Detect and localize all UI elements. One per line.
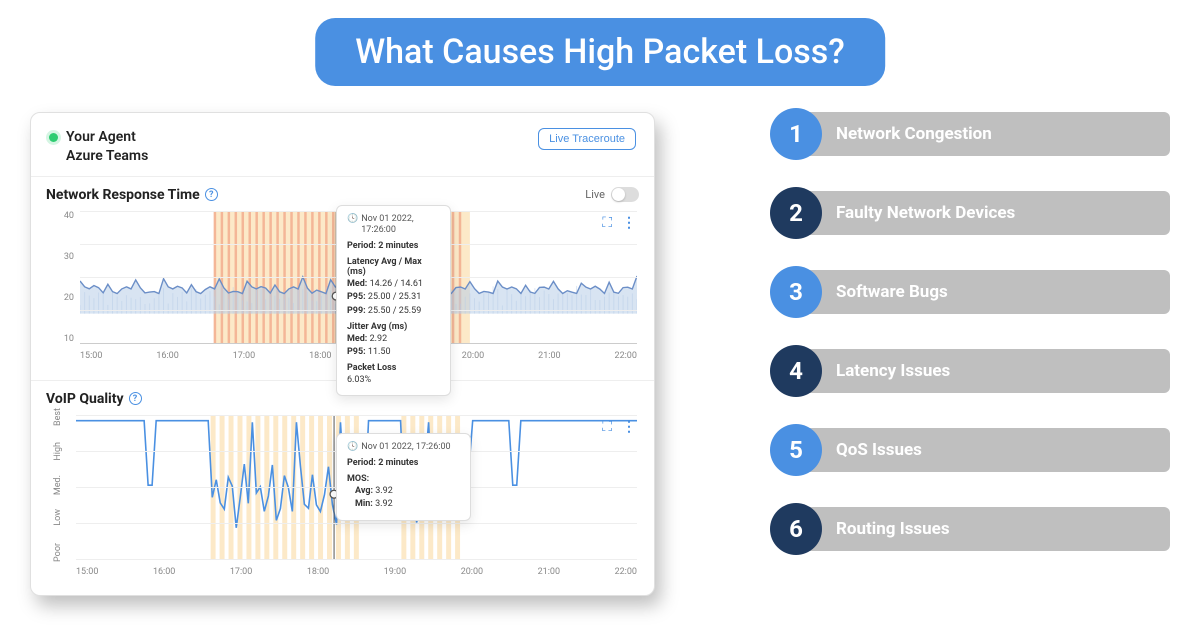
chart2-tooltip: 🕓Nov 01 2022, 17:26:00 Period: 2 minutes…: [336, 433, 471, 521]
info-icon[interactable]: ?: [129, 392, 142, 405]
cause-number: 1: [770, 108, 822, 160]
cause-item: 6Routing Issues: [770, 503, 1170, 555]
expand-icon[interactable]: ⛶: [602, 215, 612, 231]
chart2-title: VoIP Quality ?: [46, 391, 142, 407]
chart1-body: 40302010 15:0016:0017:0018:0019:0020:002…: [46, 211, 639, 369]
cause-number: 6: [770, 503, 822, 555]
cause-number: 5: [770, 424, 822, 476]
cause-item: 1Network Congestion: [770, 108, 1170, 160]
info-icon[interactable]: ?: [205, 188, 218, 201]
clock-icon: 🕓: [347, 214, 358, 225]
dashboard-panel: Your Agent Azure Teams Live Traceroute N…: [30, 112, 655, 596]
causes-list: 1Network Congestion 2Faulty Network Devic…: [770, 108, 1170, 555]
network-response-time-section: Network Response Time ? Live ⛶ ⋮ 4030201…: [31, 177, 654, 374]
agent-header: Your Agent Azure Teams Live Traceroute: [31, 123, 654, 177]
cause-label: Routing Issues: [802, 507, 1170, 551]
cause-number: 2: [770, 187, 822, 239]
cause-item: 5QoS Issues: [770, 424, 1170, 476]
cause-number: 3: [770, 266, 822, 318]
expand-icon[interactable]: ⛶: [602, 419, 612, 435]
clock-icon: 🕓: [347, 442, 358, 453]
chart1-tooltip: 🕓Nov 01 2022,17:26:00 Period: 2 minutes …: [336, 205, 451, 397]
status-dot-icon: [49, 133, 58, 142]
live-toggle[interactable]: Live: [585, 187, 639, 202]
page-title: What Causes High Packet Loss?: [315, 18, 885, 86]
more-icon[interactable]: ⋮: [622, 419, 636, 435]
agent-name: Your Agent: [66, 128, 148, 147]
agent-target: Azure Teams: [66, 147, 148, 166]
live-traceroute-button[interactable]: Live Traceroute: [538, 128, 636, 150]
cause-item: 3Software Bugs: [770, 266, 1170, 318]
chart2-body: BestHighMed.LowPoor 15:0016:0017:0018:00…: [46, 415, 639, 585]
more-icon[interactable]: ⋮: [622, 215, 636, 231]
cause-item: 4Latency Issues: [770, 345, 1170, 397]
voip-quality-section: VoIP Quality ? ⛶ ⋮ BestHighMed.LowPoor 1…: [31, 381, 654, 590]
cause-label: QoS Issues: [802, 428, 1170, 472]
chart1-title: Network Response Time ?: [46, 187, 218, 203]
cause-label: Network Congestion: [802, 112, 1170, 156]
cause-item: 2Faulty Network Devices: [770, 187, 1170, 239]
cause-label: Faulty Network Devices: [802, 191, 1170, 235]
cause-label: Latency Issues: [802, 349, 1170, 393]
cause-label: Software Bugs: [802, 270, 1170, 314]
cause-number: 4: [770, 345, 822, 397]
